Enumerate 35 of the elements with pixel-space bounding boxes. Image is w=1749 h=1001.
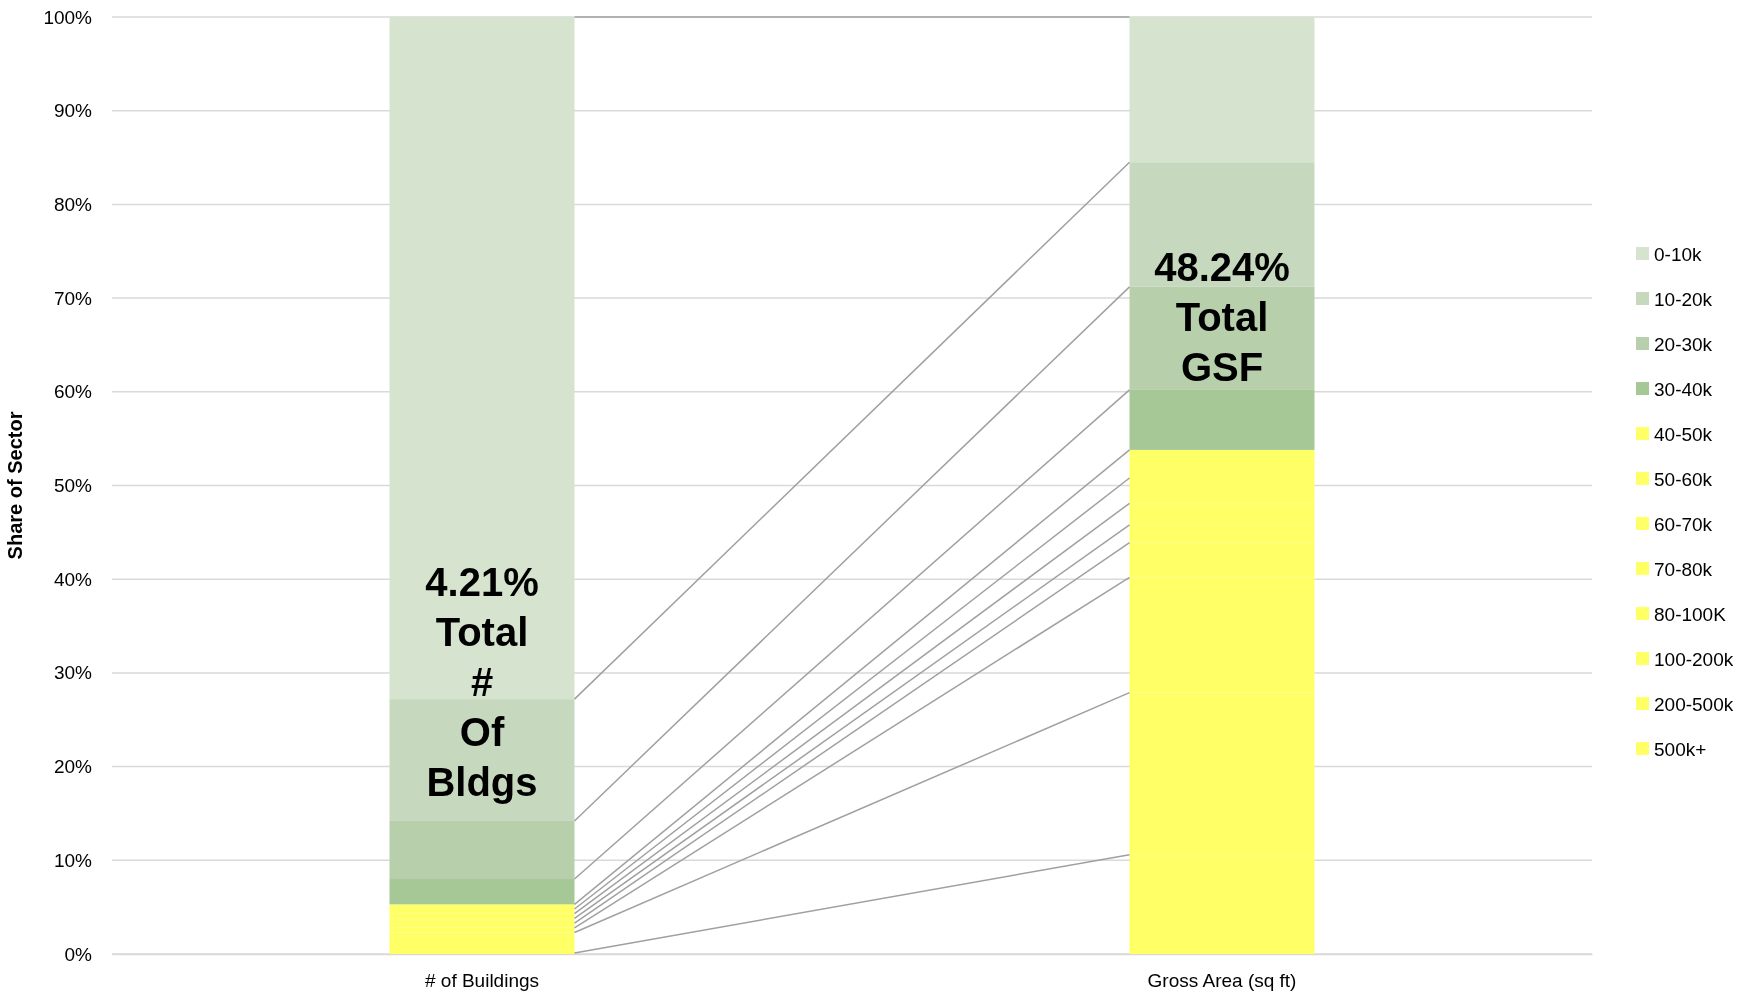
x-tick-label: Gross Area (sq ft) xyxy=(1147,970,1297,992)
y-tick-label: 100% xyxy=(43,6,93,28)
bar xyxy=(389,932,575,954)
y-tick-label: 0% xyxy=(64,943,93,965)
legend-label: 10-20k xyxy=(1654,289,1713,310)
y-tick-label: 50% xyxy=(53,475,93,497)
bar xyxy=(389,879,575,905)
legend-label: 500k+ xyxy=(1654,739,1707,760)
legend-label: 60-70k xyxy=(1654,514,1713,535)
y-tick-label: 60% xyxy=(53,381,93,403)
annotation: 48.24% Total GSF xyxy=(1154,244,1290,389)
y-tick-label: 20% xyxy=(53,756,93,778)
legend-label: 50-60k xyxy=(1654,469,1713,490)
bar xyxy=(1129,389,1315,450)
legend-label: 200-500k xyxy=(1654,694,1734,715)
y-axis-title: Share of Sector xyxy=(4,411,26,560)
legend-label: 40-50k xyxy=(1654,424,1713,445)
legend-label: 70-80k xyxy=(1654,559,1713,580)
y-tick-label: 90% xyxy=(53,100,93,122)
y-tick-label: 10% xyxy=(53,849,93,871)
legend-label: 30-40k xyxy=(1654,379,1713,400)
bar xyxy=(389,904,575,910)
legend-label: 100-200k xyxy=(1654,649,1734,670)
y-tick-label: 70% xyxy=(53,287,93,309)
legend-label: 0-10k xyxy=(1654,244,1703,265)
bar xyxy=(389,918,575,924)
y-tick-label: 30% xyxy=(53,662,93,684)
annotation: 4.21% Total # Of Bldgs xyxy=(425,560,539,805)
x-tick-label: # of Buildings xyxy=(424,970,540,992)
bar xyxy=(389,820,575,880)
legend-label: 20-30k xyxy=(1654,334,1713,355)
y-tick-label: 80% xyxy=(53,193,93,215)
y-tick-label: 40% xyxy=(53,568,93,590)
bar xyxy=(1129,162,1315,287)
legend-label: 80-100K xyxy=(1654,604,1727,625)
